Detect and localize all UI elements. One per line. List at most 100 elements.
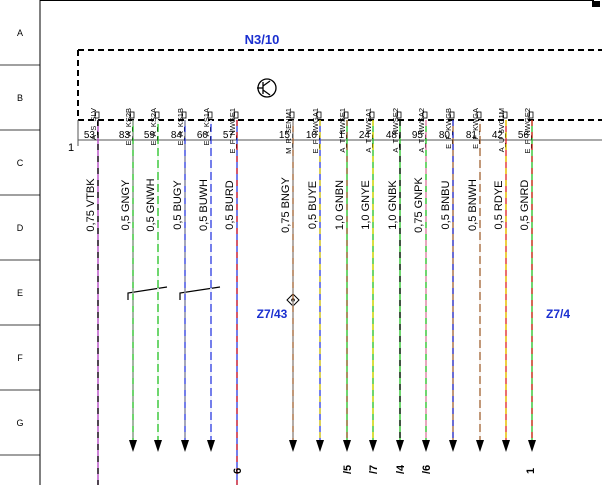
reference-label: Z7/43 [257,307,288,321]
row-letter: F [17,353,23,363]
wire-arrow [154,440,162,452]
wire-arrow [289,440,297,452]
pin-name: E_F_KWGA [471,108,480,149]
pin-glyph [343,111,349,119]
wire-label: 0,75 BNGY [280,177,292,233]
corner-mark [592,1,600,7]
pin-glyph [181,111,187,119]
wire-arrow [369,440,377,452]
cut-label: /7 [368,465,380,474]
wire-arrow [129,440,137,452]
pin-glyph [129,111,135,119]
pin-name: E_A_KS1A [202,108,211,146]
pin-number: 53 [84,130,96,141]
wire-arrow [528,440,536,452]
component-label: N3/10 [245,32,280,47]
pin-name: E_F_NWGE2 [523,108,532,153]
row-letter: G [16,418,23,428]
pin-glyph [449,111,455,119]
cut-label: /4 [395,464,407,474]
pin-glyph [154,111,160,119]
shield-symbols [127,286,221,300]
row-letter: A [17,28,23,38]
wire-arrow [449,440,457,452]
pin-number: 48 [386,130,398,141]
pin-number: 80 [439,130,451,141]
wire-label: 1,0 GNYE [360,180,372,230]
pin-name: E_A_KS2A [149,108,158,146]
cut-label: /6 [421,465,433,474]
pin-glyph [207,111,213,119]
pin-number: 15 [279,130,291,141]
wire-label: 0,5 RDYE [493,181,505,230]
pin-name: E_F_NWGE1 [228,108,237,153]
pin-number: 60 [197,130,209,141]
wire-label: 0,5 GNGY [120,179,132,230]
pin-number: 24 [359,130,371,141]
cut-label: 1 [525,468,537,474]
pin-glyph [289,111,295,119]
wire-label: 0,5 BURD [224,180,236,230]
pin-name: A_T_NWSE2 [391,108,400,153]
pin-number: 1 [338,130,344,141]
connector-number: 1 [68,142,74,154]
pin-number: 10 [306,130,318,141]
wire-arrow [181,440,189,452]
row-letter: C [17,158,24,168]
pin-number: 56 [518,130,530,141]
pin-name: A_T_NWSA2 [417,108,426,153]
pin-number: 81 [466,130,478,141]
pin-glyph [422,111,428,119]
pin-glyph [502,111,508,119]
pin-name: E_F_NWGA1 [311,108,320,153]
pin-name: A_U_5VG1M [497,108,506,152]
pin-number: 95 [412,130,424,141]
pin-glyph [233,111,239,119]
pin-number: 57 [223,130,235,141]
wire-label: 0,5 BUGY [172,180,184,230]
pin-number: 84 [171,130,183,141]
pin-number: 83 [119,130,131,141]
pin-glyph [396,111,402,119]
wire-label: 0,5 BNWH [467,179,479,231]
wire-arrow [343,440,351,452]
wire-arrow [207,440,215,452]
pin-glyph [528,111,534,119]
wire-label: 0,5 BUYE [307,181,319,229]
pin-number: 59 [144,130,156,141]
wire-arrow [502,440,510,452]
wire-arrow [476,440,484,452]
pin-name: M_R_SENM1 [284,108,293,154]
pin-name: E_A_KS1B [176,108,185,146]
wire-label: 0,5 GNRD [519,180,531,231]
pin-glyph [476,111,482,119]
row-letter: B [17,93,23,103]
wire-arrow [396,440,404,452]
row-letter: E [17,288,23,298]
wire-arrow [316,440,324,452]
pin-name: A_S_SLV [89,108,98,140]
wire-label: 0,5 BNBU [440,180,452,229]
reference-label: Z7/4 [546,307,570,321]
pin-name: A_T_NWSE1 [338,108,347,153]
component-box [77,49,602,121]
wire-label: 0,5 GNWH [145,178,157,231]
pin-glyph [369,111,375,119]
wire-label: 1,0 GNBN [334,180,346,230]
pin-glyph [316,111,322,119]
cut-label: /5 [342,465,354,474]
pin-name: A_T_NWSA1 [364,108,373,153]
cut-label: 6 [232,468,244,474]
wire-arrow [422,440,430,452]
wire-label: 1,0 GNBK [387,180,399,230]
pin-name: E_A_KS2B [124,108,133,146]
wire-label: 0,75 GNPK [413,177,425,233]
wire-label: 0,5 BUWH [198,179,210,231]
transistor-symbol [257,78,277,98]
pin-name: E_F_KWGB [444,108,453,149]
pin-glyph [94,111,100,119]
row-letter: D [17,223,24,233]
wire-label: 0,75 VTBK [85,178,97,232]
pin-number: 42 [492,130,504,141]
